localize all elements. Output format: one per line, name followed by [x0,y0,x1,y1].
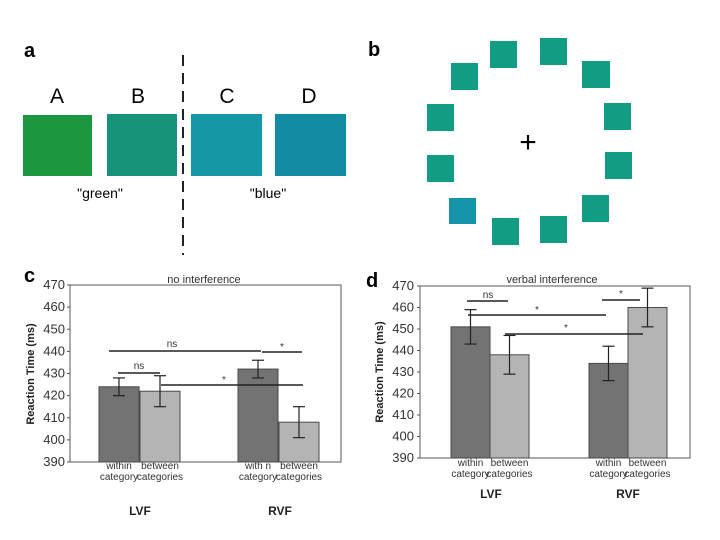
y-tick-label: 410 [392,407,414,422]
significance-label: * [222,375,226,386]
bar [627,307,668,459]
panel-c-label: c [24,265,35,287]
category-label: with n [244,461,271,472]
category-label: within [105,461,132,472]
chart-c-plot: 390400410420430440450460470withincategor… [43,277,342,518]
ring-square [582,61,610,88]
letter-b: B [131,85,145,108]
y-tick-label: 470 [392,278,414,293]
color-square-c [191,114,262,176]
y-axis-label: Reaction Time (ms) [25,323,37,425]
ring-square [582,195,609,222]
group-label: RVF [616,487,640,501]
y-tick-label: 420 [43,388,65,403]
category-label: between [280,461,318,472]
y-tick-label: 450 [43,321,65,336]
significance-label: * [564,323,568,334]
panel-d-label: d [366,270,378,292]
ring-square [605,152,632,179]
ring-square [540,216,567,243]
panel-b: b + [368,38,632,245]
group-label: LVF [480,487,502,501]
ring-square [490,41,517,68]
category-label: category [589,469,627,480]
ring-square [604,103,631,130]
panel-c: c no interference Reaction Time (ms) 390… [24,265,342,518]
chart-title: verbal interference [506,274,597,286]
bar [237,368,279,463]
bar [98,386,140,463]
panel-b-label: b [368,39,380,61]
category-label: category [451,469,489,480]
word-blue: "blue" [250,185,286,201]
color-square-d [275,114,346,176]
panel-a: a A B C D "green" "blue" [23,40,346,255]
category-label: category [100,472,138,483]
ring-square [451,63,478,90]
category-label: categories [276,472,322,483]
y-tick-label: 460 [43,299,65,314]
significance-label: * [535,305,539,316]
category-label: within [595,458,622,469]
y-tick-label: 390 [392,450,414,465]
group-label: RVF [268,504,292,518]
target-square [449,198,476,224]
chart-title: no interference [167,274,240,286]
category-label: categories [137,472,183,483]
color-square-b [107,114,177,176]
bar [450,326,491,459]
significance-label: ns [134,361,145,372]
y-tick-label: 470 [43,277,65,292]
significance-label: * [280,342,284,353]
y-tick-label: 400 [392,429,414,444]
category-label: within [457,458,484,469]
color-square-a [23,115,92,176]
letter-d: D [301,85,316,108]
chart-d-plot: 390400410420430440450460470withincategor… [392,278,691,501]
category-label: categories [486,469,532,480]
y-tick-label: 450 [392,321,414,336]
y-tick-label: 430 [392,364,414,379]
panel-d: d verbal interference Reaction Time (ms)… [366,270,691,501]
category-label: categories [624,469,670,480]
y-tick-label: 440 [392,343,414,358]
ring-square [540,38,567,65]
group-label: LVF [129,504,151,518]
y-tick-label: 400 [43,432,65,447]
fixation-cross: + [519,126,537,159]
category-label: between [141,461,179,472]
y-axis-label: Reaction Time (ms) [374,321,386,423]
word-green: "green" [77,185,123,201]
y-tick-label: 440 [43,343,65,358]
category-label: category [239,472,277,483]
ring-square [492,218,519,245]
y-tick-label: 410 [43,410,65,425]
significance-label: ns [167,339,178,350]
y-tick-label: 420 [392,386,414,401]
significance-label: ns [483,290,494,301]
y-tick-label: 430 [43,366,65,381]
y-tick-label: 390 [43,454,65,469]
ring-square [427,155,454,182]
letter-a: A [50,85,64,108]
category-label: between [629,458,667,469]
y-tick-label: 460 [392,300,414,315]
ring-square [427,104,454,131]
panel-a-label: a [24,40,36,62]
significance-label: * [619,289,623,300]
letter-c: C [219,85,234,108]
category-label: between [491,458,529,469]
